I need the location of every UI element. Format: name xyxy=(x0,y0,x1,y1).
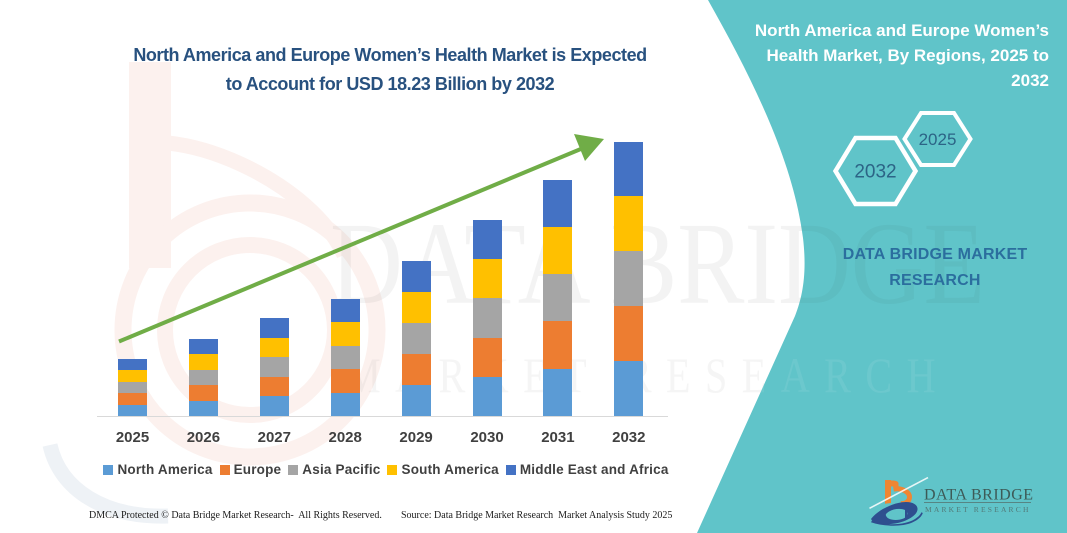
svg-text:2032: 2032 xyxy=(854,162,896,183)
svg-text:2025: 2025 xyxy=(919,130,957,149)
svg-text:MARKET RESEARCH: MARKET RESEARCH xyxy=(925,505,1031,514)
svg-text:DATA BRIDGE: DATA BRIDGE xyxy=(924,487,1034,504)
